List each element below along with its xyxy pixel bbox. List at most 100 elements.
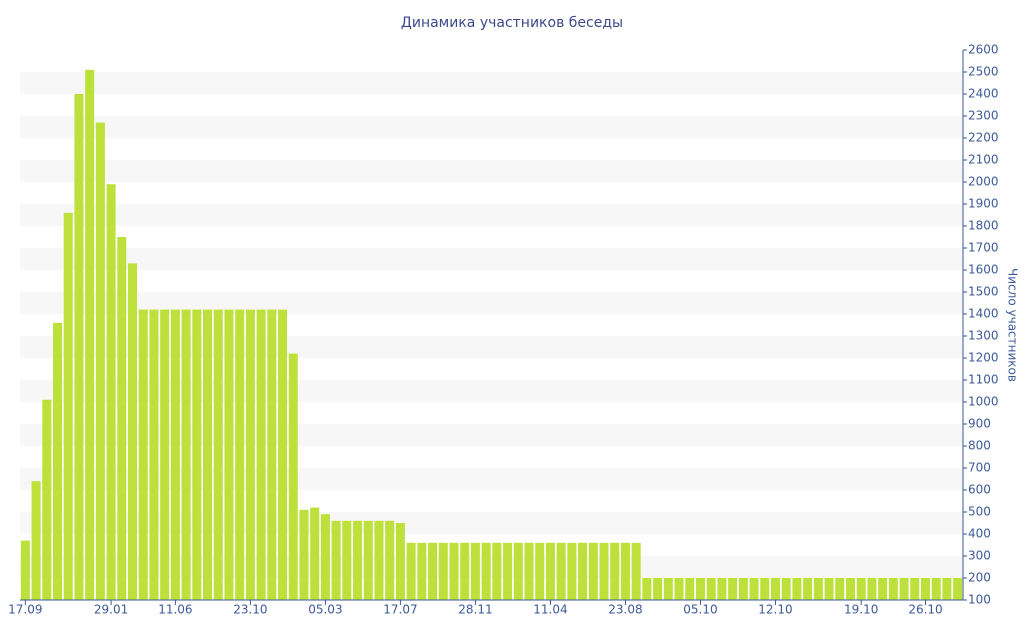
x-tick-label: 05.03 bbox=[308, 603, 342, 617]
grid-band bbox=[20, 512, 963, 534]
bar bbox=[203, 309, 213, 600]
bar bbox=[867, 578, 877, 600]
bar bbox=[620, 542, 630, 600]
bar bbox=[342, 520, 352, 600]
bar bbox=[931, 578, 941, 600]
bar bbox=[42, 399, 52, 600]
bar bbox=[663, 578, 673, 600]
y-tick-label: 2200 bbox=[968, 131, 999, 145]
bar bbox=[245, 309, 255, 600]
bar bbox=[181, 309, 191, 600]
bar bbox=[438, 542, 448, 600]
bar bbox=[878, 578, 888, 600]
bar bbox=[374, 520, 384, 600]
y-tick-label: 1000 bbox=[968, 395, 999, 409]
bar bbox=[224, 309, 234, 600]
bar bbox=[31, 481, 41, 600]
bar bbox=[695, 578, 705, 600]
grid-band bbox=[20, 556, 963, 578]
y-tick-label: 700 bbox=[968, 461, 991, 475]
y-tick-label: 2100 bbox=[968, 153, 999, 167]
bar bbox=[792, 578, 802, 600]
bar bbox=[717, 578, 727, 600]
bar bbox=[567, 542, 577, 600]
bar bbox=[128, 263, 138, 600]
bar bbox=[535, 542, 545, 600]
grid-band bbox=[20, 160, 963, 182]
x-tick-label: 11.04 bbox=[533, 603, 567, 617]
grid-band bbox=[20, 380, 963, 402]
bar bbox=[856, 578, 866, 600]
bar bbox=[395, 523, 405, 600]
bar bbox=[642, 578, 652, 600]
bar bbox=[503, 542, 513, 600]
y-tick-label: 1100 bbox=[968, 373, 999, 387]
bar bbox=[599, 542, 609, 600]
grid-band bbox=[20, 424, 963, 446]
y-tick-label: 2300 bbox=[968, 109, 999, 123]
grid-band bbox=[20, 116, 963, 138]
bar bbox=[385, 520, 395, 600]
bar bbox=[888, 578, 898, 600]
x-tick-label: 19.10 bbox=[844, 603, 878, 617]
bar bbox=[524, 542, 534, 600]
bar bbox=[331, 520, 341, 600]
y-tick-label: 300 bbox=[968, 549, 991, 563]
bar bbox=[53, 322, 63, 600]
x-tick-label: 12.10 bbox=[758, 603, 792, 617]
bar bbox=[845, 578, 855, 600]
bar bbox=[256, 309, 266, 600]
y-tick-label: 1500 bbox=[968, 285, 999, 299]
bar bbox=[835, 578, 845, 600]
x-tick-label: 17.07 bbox=[383, 603, 417, 617]
y-tick-label: 400 bbox=[968, 527, 991, 541]
bar bbox=[170, 309, 180, 600]
bar bbox=[117, 237, 127, 600]
y-tick-label: 1900 bbox=[968, 197, 999, 211]
bar bbox=[513, 542, 523, 600]
y-axis-label: Число участников bbox=[1006, 268, 1020, 382]
y-tick-label: 2600 bbox=[968, 43, 999, 57]
y-tick-label: 1800 bbox=[968, 219, 999, 233]
y-tick-label: 600 bbox=[968, 483, 991, 497]
y-tick-label: 1300 bbox=[968, 329, 999, 343]
bar bbox=[760, 578, 770, 600]
bar bbox=[160, 309, 170, 600]
chart-title: Динамика участников беседы bbox=[401, 15, 623, 31]
bar bbox=[653, 578, 663, 600]
bar bbox=[685, 578, 695, 600]
y-tick-label: 900 bbox=[968, 417, 991, 431]
x-tick-label: 28.11 bbox=[458, 603, 492, 617]
y-tick-label: 100 bbox=[968, 593, 991, 607]
y-tick-label: 1200 bbox=[968, 351, 999, 365]
bar bbox=[288, 353, 298, 600]
bar bbox=[738, 578, 748, 600]
bar bbox=[74, 94, 84, 600]
x-tick-label: 23.10 bbox=[233, 603, 267, 617]
bar bbox=[235, 309, 245, 600]
grid-band bbox=[20, 204, 963, 226]
bar bbox=[213, 309, 223, 600]
bar bbox=[610, 542, 620, 600]
y-tick-label: 2500 bbox=[968, 65, 999, 79]
bar bbox=[899, 578, 909, 600]
x-tick-label: 11.06 bbox=[158, 603, 192, 617]
bar bbox=[728, 578, 738, 600]
bar bbox=[556, 542, 566, 600]
y-tick-label: 2000 bbox=[968, 175, 999, 189]
bar bbox=[578, 542, 588, 600]
grid-band bbox=[20, 336, 963, 358]
y-tick-label: 500 bbox=[968, 505, 991, 519]
y-tick-label: 800 bbox=[968, 439, 991, 453]
bar bbox=[545, 542, 555, 600]
grid-band bbox=[20, 72, 963, 94]
bar bbox=[803, 578, 813, 600]
y-tick-label: 1600 bbox=[968, 263, 999, 277]
bar bbox=[95, 122, 105, 600]
x-tick-label: 05.10 bbox=[683, 603, 717, 617]
bar bbox=[449, 542, 459, 600]
bar bbox=[492, 542, 502, 600]
x-tick-label: 29.01 bbox=[94, 603, 128, 617]
bar bbox=[706, 578, 716, 600]
